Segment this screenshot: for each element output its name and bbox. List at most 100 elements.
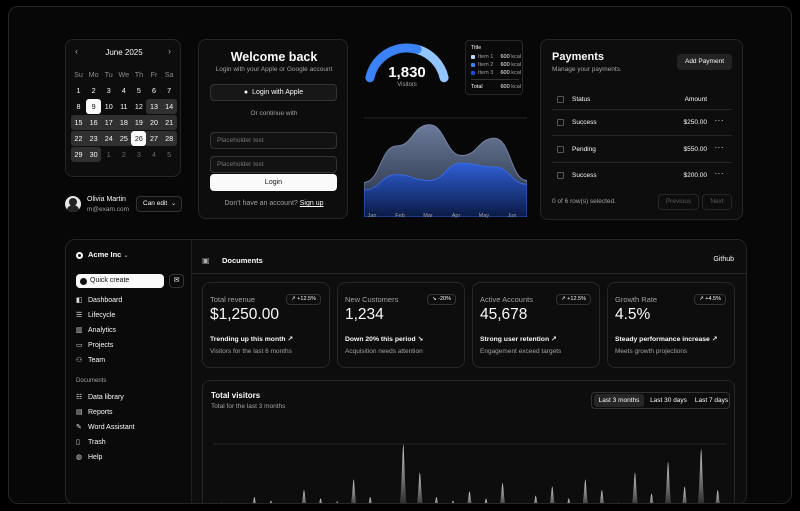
calendar-day[interactable]: 28 bbox=[161, 131, 177, 146]
calendar-day[interactable]: 25 bbox=[116, 131, 132, 146]
calendar-day[interactable]: 15 bbox=[71, 115, 87, 130]
payments-card: Payments Manage your payments. Add Payme… bbox=[540, 39, 743, 220]
calendar-day[interactable]: 21 bbox=[161, 115, 177, 130]
next-page-button[interactable]: Next bbox=[702, 194, 732, 210]
add-payment-button[interactable]: Add Payment bbox=[677, 54, 732, 70]
github-link[interactable]: Github bbox=[713, 256, 734, 263]
calendar-day[interactable]: 30 bbox=[86, 147, 102, 162]
kpi-label: Active Accounts bbox=[480, 295, 533, 304]
visitors-chart-card: Total visitors Total for the last 3 mont… bbox=[202, 380, 735, 503]
calendar-day[interactable]: 18 bbox=[116, 115, 132, 130]
legend-item: Item 3 600 kcal bbox=[471, 70, 521, 76]
sidebar-doc-item[interactable]: ◍ Help bbox=[76, 452, 102, 464]
calendar-day[interactable]: 14 bbox=[161, 99, 177, 114]
visitors-peak bbox=[618, 502, 619, 503]
calendar-day[interactable]: 26 bbox=[131, 131, 147, 146]
area-chart bbox=[364, 117, 527, 217]
team-switcher[interactable]: Acme Inc ⌄ bbox=[76, 250, 128, 259]
calendar-day[interactable]: 11 bbox=[120, 102, 128, 111]
calendar-day[interactable]: 1 bbox=[106, 150, 111, 159]
signup-link[interactable]: Sign up bbox=[299, 200, 324, 207]
inbox-button[interactable]: ✉ bbox=[169, 274, 184, 288]
weekday-label: Th bbox=[134, 70, 144, 79]
calendar-day[interactable]: 7 bbox=[167, 86, 172, 95]
calendar-day[interactable]: 3 bbox=[106, 86, 111, 95]
visitors-peak bbox=[682, 486, 687, 503]
calendar-day[interactable]: 4 bbox=[152, 150, 157, 159]
kpi-card: Active Accounts ↗ +12.5% 45,678 Strong user… bbox=[472, 282, 600, 368]
calendar-day[interactable]: 23 bbox=[86, 131, 102, 146]
kpi-value: 45,678 bbox=[480, 306, 528, 323]
row-actions-icon[interactable]: ··· bbox=[714, 116, 724, 125]
sidebar-item-dashboard[interactable]: ◧ Dashboard bbox=[76, 295, 122, 307]
team-logo-icon bbox=[76, 251, 83, 259]
dashboard: Acme Inc ⌄ Quick create ✉ ◧ Dashboard ☰ Lif… bbox=[65, 239, 747, 503]
sidebar-doc-item[interactable]: ▯ Trash bbox=[76, 437, 106, 449]
calendar-day[interactable]: 27 bbox=[146, 131, 162, 146]
calendar-day[interactable]: 3 bbox=[136, 150, 141, 159]
calendar-day[interactable]: 6 bbox=[152, 86, 157, 95]
sidebar-toggle-icon[interactable]: ▣ bbox=[202, 256, 210, 265]
sidebar: Acme Inc ⌄ Quick create ✉ ◧ Dashboard ☰ Lif… bbox=[66, 240, 191, 503]
calendar-day[interactable]: 10 bbox=[104, 102, 113, 111]
calendar-day[interactable]: 5 bbox=[167, 150, 172, 159]
login-input-1[interactable] bbox=[210, 132, 337, 149]
visitors-peak bbox=[319, 498, 322, 503]
calendar-day[interactable]: 2 bbox=[91, 86, 96, 95]
permission-select[interactable]: Can edit ⌄ bbox=[136, 196, 182, 212]
legend-item-value: 600 bbox=[500, 54, 510, 60]
calendar-day[interactable]: 24 bbox=[101, 131, 117, 146]
sidebar-item-analytics[interactable]: ▥ Analytics bbox=[76, 325, 116, 337]
legend-item-unit: kcal bbox=[511, 70, 521, 76]
calendar-day[interactable]: 1 bbox=[76, 86, 81, 95]
calendar-day[interactable]: 2 bbox=[121, 150, 126, 159]
sidebar-doc-item[interactable]: ☷ Data library bbox=[76, 392, 124, 404]
calendar-day[interactable]: 9 bbox=[86, 99, 102, 114]
calendar-day[interactable]: 17 bbox=[101, 115, 117, 130]
range-option[interactable]: Last 3 months bbox=[594, 394, 644, 407]
legend-total-label: Total bbox=[471, 84, 483, 90]
row-actions-icon[interactable]: ··· bbox=[714, 169, 724, 178]
login-apple-button[interactable]: ● Login with Apple bbox=[210, 84, 337, 101]
visitors-peak bbox=[500, 483, 505, 503]
dashboard-icon: ◧ bbox=[76, 297, 83, 304]
sidebar-item-team[interactable]: ⚇ Team bbox=[76, 355, 105, 367]
calendar-day[interactable]: 19 bbox=[131, 115, 147, 130]
app-frame: ‹ June 2025 › Su Mo Tu We Th Fr Sa 1 2 3 4 5 6 7 8 9 10 1… bbox=[8, 6, 792, 504]
sidebar-item-label: Projects bbox=[88, 342, 114, 349]
login-input-2[interactable] bbox=[210, 156, 337, 173]
prev-page-button[interactable]: Previous bbox=[658, 194, 699, 210]
sidebar-doc-item[interactable]: ▤ Reports bbox=[76, 407, 113, 419]
row-checkbox[interactable] bbox=[557, 119, 564, 126]
row-actions-icon[interactable]: ··· bbox=[714, 142, 724, 152]
range-option[interactable]: Last 30 days bbox=[650, 397, 687, 404]
calendar-day[interactable]: 13 bbox=[146, 99, 162, 114]
calendar: ‹ June 2025 › Su Mo Tu We Th Fr Sa 1 2 3 4 5 6 7 8 9 10 1… bbox=[65, 39, 181, 177]
sidebar-item-lifecycle[interactable]: ☰ Lifecycle bbox=[76, 310, 115, 322]
range-option[interactable]: Last 7 days bbox=[694, 397, 729, 404]
calendar-day[interactable]: 5 bbox=[136, 86, 141, 95]
row-checkbox[interactable] bbox=[557, 172, 564, 179]
calendar-day[interactable]: 12 bbox=[134, 102, 143, 111]
calendar-day[interactable]: 22 bbox=[71, 131, 87, 146]
calendar-day[interactable]: 8 bbox=[76, 102, 81, 111]
calendar-day[interactable]: 20 bbox=[146, 115, 162, 130]
quick-create-button[interactable]: Quick create bbox=[76, 274, 164, 288]
range-toggle: Last 3 months Last 30 days Last 7 days bbox=[591, 392, 730, 409]
row-checkbox[interactable] bbox=[557, 145, 564, 153]
sidebar-item-label: Data library bbox=[88, 394, 124, 401]
calendar-day[interactable]: 16 bbox=[86, 115, 102, 130]
gauge-label: Visitors bbox=[397, 82, 417, 88]
select-all-checkbox[interactable] bbox=[557, 96, 564, 103]
next-month-icon[interactable]: › bbox=[168, 46, 171, 56]
calendar-day[interactable]: 4 bbox=[121, 86, 126, 95]
prev-month-icon[interactable]: ‹ bbox=[75, 46, 78, 56]
visitors-peak bbox=[467, 491, 472, 503]
sidebar-item-projects[interactable]: ▭ Projects bbox=[76, 340, 113, 352]
login-submit-button[interactable]: Login bbox=[210, 174, 337, 191]
legend-title: Title bbox=[471, 45, 482, 51]
plus-circle-icon bbox=[80, 277, 87, 285]
calendar-day[interactable]: 29 bbox=[71, 147, 87, 162]
user-name: Olivia Martin bbox=[87, 196, 126, 203]
sidebar-doc-item[interactable]: ✎ Word Assistant bbox=[76, 422, 135, 434]
